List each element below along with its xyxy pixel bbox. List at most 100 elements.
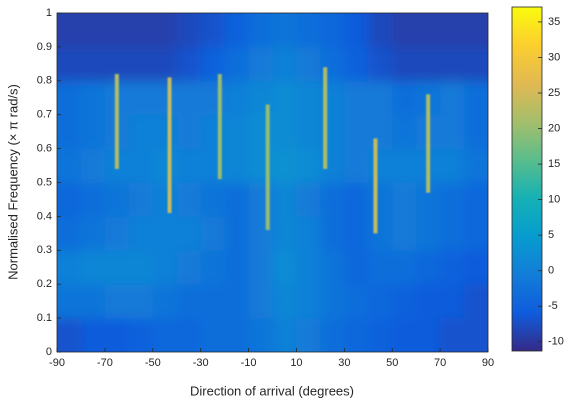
y-tick-label: 0.2 (37, 278, 52, 290)
heatmap-cell (368, 250, 393, 285)
heatmap-cell (80, 46, 106, 82)
heatmap-cell (392, 284, 417, 319)
heatmap-cell (224, 80, 250, 116)
heatmap-cell (128, 114, 154, 150)
y-tick-label: 0.3 (37, 244, 52, 256)
heatmap-cell (224, 250, 250, 285)
heatmap-cell (272, 46, 297, 82)
heatmap-cell (416, 216, 441, 251)
heatmap-cell (176, 250, 202, 285)
heatmap-cell (176, 114, 202, 150)
heatmap-cell (248, 13, 273, 48)
heatmap-cell (440, 284, 465, 319)
heatmap-cell (152, 182, 178, 217)
colorbar-tick-label: 35 (548, 16, 560, 28)
heatmap-cell (152, 13, 178, 48)
heatmap-cell (152, 250, 178, 285)
x-tick-label: -10 (241, 357, 257, 369)
heatmap-cell (272, 182, 297, 217)
colorbar-tick-label: 0 (548, 265, 554, 277)
heatmap-cell (248, 318, 273, 352)
heatmap (57, 13, 488, 352)
heatmap-cell (296, 114, 321, 150)
heatmap-cell (224, 13, 250, 48)
heatmap-cell (128, 250, 154, 285)
y-tick-label: 0.6 (37, 143, 52, 155)
heatmap-cell (176, 46, 202, 82)
heatmap-cell (176, 216, 202, 251)
heatmap-cell (368, 114, 393, 150)
heatmap-cell (272, 80, 297, 116)
heatmap-cell (368, 182, 393, 217)
heatmap-cell (392, 148, 417, 183)
heatmap-cell (464, 114, 488, 150)
x-tick-label: 90 (482, 357, 494, 369)
heatmap-cell (296, 13, 321, 48)
heatmap-cell (368, 216, 393, 251)
heatmap-cell (344, 13, 369, 48)
x-axis-label: Direction of arrival (degrees) (190, 383, 354, 398)
y-tick-label: 0.1 (37, 312, 52, 324)
x-tick-label: -90 (49, 357, 65, 369)
y-axis-label: Normalised Frequency (× π rad/s) (5, 84, 20, 280)
heatmap-cell (176, 13, 202, 48)
y-tick-label: 0 (46, 346, 52, 358)
heatmap-cell (200, 284, 226, 319)
heatmap-cell (80, 80, 106, 116)
heatmap-cell (296, 148, 321, 183)
heatmap-cell (57, 46, 82, 82)
heatmap-cell (80, 318, 106, 352)
heatmap-cell (320, 318, 345, 352)
heatmap-cell (176, 318, 202, 352)
heatmap-cell (57, 114, 82, 150)
heatmap-cell (440, 13, 465, 48)
heatmap-cell (57, 148, 82, 183)
heatmap-cell (344, 284, 369, 319)
colorbar-tick-label: 10 (548, 194, 560, 206)
heatmap-cell (320, 250, 345, 285)
heatmap-cell (272, 114, 297, 150)
heatmap-cell (272, 148, 297, 183)
colorbar-tick-label: 15 (548, 158, 560, 170)
heatmap-cell (416, 284, 441, 319)
heatmap-cell (176, 182, 202, 217)
ridge (373, 138, 378, 234)
heatmap-cell (320, 216, 345, 251)
heatmap-cell (344, 216, 369, 251)
heatmap-cell (464, 13, 488, 48)
heatmap-cell (440, 216, 465, 251)
heatmap-cell (368, 46, 393, 82)
colorbar-tick-label: 30 (548, 51, 560, 63)
heatmap-cell (272, 250, 297, 285)
heatmap-cell (440, 46, 465, 82)
x-tick-label: -50 (145, 357, 161, 369)
heatmap-cell (368, 80, 393, 116)
heatmap-cell (344, 46, 369, 82)
heatmap-cell (57, 250, 82, 285)
heatmap-cell (57, 13, 82, 48)
x-tick-label: 10 (290, 357, 302, 369)
y-tick-label: 1 (46, 7, 52, 19)
heatmap-cell (80, 114, 106, 150)
heatmap-cell (80, 148, 106, 183)
heatmap-cell (128, 46, 154, 82)
heatmap-cell (200, 318, 226, 352)
heatmap-cell (57, 182, 82, 217)
heatmap-cell (368, 318, 393, 352)
heatmap-cell (296, 216, 321, 251)
heatmap-cell (152, 318, 178, 352)
heatmap-cell (152, 216, 178, 251)
heatmap-cell (104, 216, 130, 251)
heatmap-cell (392, 318, 417, 352)
heatmap-cell (200, 216, 226, 251)
heatmap-cell (104, 250, 130, 285)
heatmap-cell (392, 46, 417, 82)
heatmap-cell (296, 318, 321, 352)
heatmap-cell (416, 13, 441, 48)
heatmap-cell (464, 182, 488, 217)
heatmap-cell (152, 148, 178, 183)
heatmap-cell (176, 80, 202, 116)
heatmap-cell (464, 250, 488, 285)
heatmap-cell (344, 318, 369, 352)
